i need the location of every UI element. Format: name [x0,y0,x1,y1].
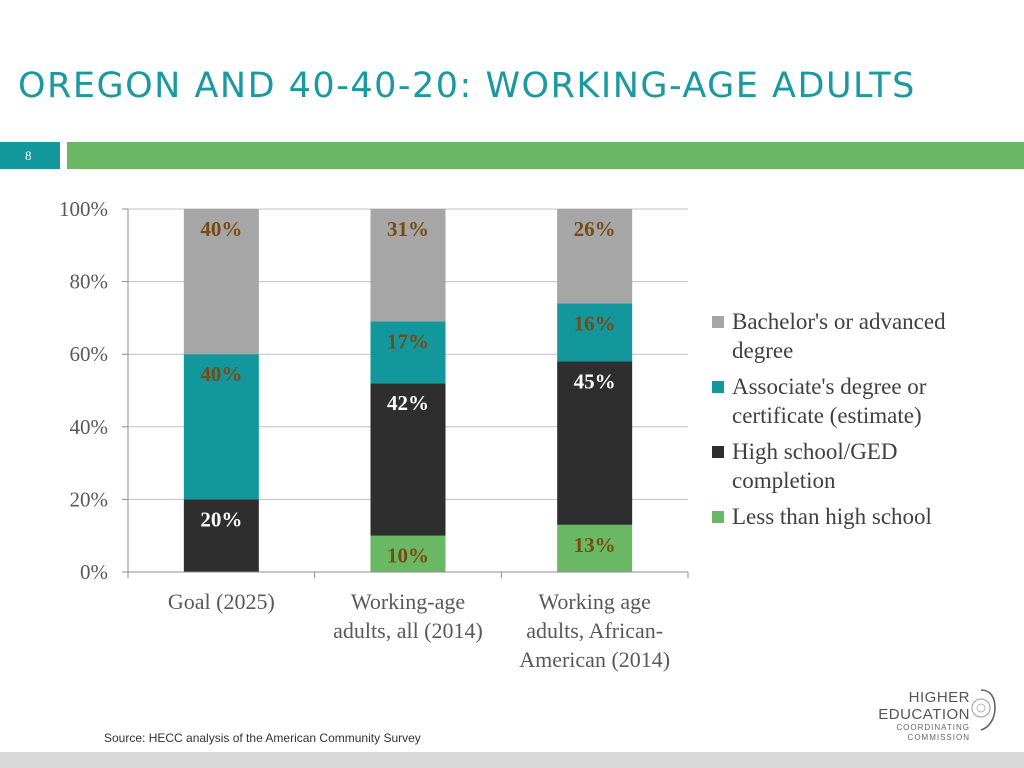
data-label: 31% [387,217,429,241]
bar-segment [557,361,633,525]
x-tick-label: adults, African- [526,618,663,643]
x-tick-label: Goal (2025) [168,589,275,614]
bar-segment [370,209,446,322]
y-tick-label: 80% [70,270,109,294]
y-tick-label: 20% [70,487,109,511]
page-number-badge: 8 [0,142,60,169]
y-tick-label: 0% [80,560,108,584]
legend-label-line: High school/GED [732,439,898,464]
legend-item: Bachelor's or advanced degree [712,307,982,365]
logo-line-commission: COMMISSION [907,733,970,742]
state-seal-icon [971,689,996,731]
y-tick-label: 100% [59,197,108,221]
logo-line-higher: HIGHER [908,689,970,706]
stacked-bar-chart: 20% 40% 40% 10% 42% 17% 31% 13% 45% 16% 26% 0% 20% 4… [59,197,689,672]
legend-item: High school/GED completion [712,437,982,495]
y-tick-label: 60% [70,342,109,366]
x-tick-label: Working-age [351,589,465,614]
legend-label: Less than high school [732,502,932,531]
legend-swatch [712,511,724,523]
chart-legend: Bachelor's or advanced degree Associate's … [712,307,982,538]
legend-label-line: Bachelor's or advanced [732,309,946,334]
bar-segment [557,303,633,362]
y-tick-label: 40% [70,415,109,439]
data-label: 10% [387,544,429,568]
bar-segment [183,499,259,572]
bar-segment [557,524,633,572]
footer-bar [0,752,1024,768]
bar-segment [370,383,446,536]
bar-segment [183,354,259,500]
data-label: 42% [387,391,429,415]
slide-title: OREGON AND 40-40-20: WORKING-AGE ADULTS [18,66,916,106]
source-note: Source: HECC analysis of the American Co… [104,731,421,745]
logo-line-coordinating: COORDINATING [896,723,970,732]
hecc-logo: HIGHER EDUCATION COORDINATING COMMISSION [878,686,1000,744]
data-label: 45% [574,369,616,393]
legend-swatch [712,381,724,393]
header-rule [67,142,1024,169]
legend-swatch [712,316,724,328]
legend-swatch [712,446,724,458]
legend-label-line: certificate (estimate) [732,403,922,428]
bar-segment [557,209,633,304]
legend-label-line: degree [732,338,794,363]
legend-item: Less than high school [712,502,982,531]
legend-label-line: Associate's degree or [732,374,927,399]
logo-line-education: EDUCATION [878,706,970,723]
x-tick-label: adults, all (2014) [333,618,483,643]
data-label: 13% [574,533,616,557]
x-tick-label: Working age [538,589,650,614]
axis-layer: 0% 20% 40% 60% 80% 100% Goal (2025) Working-age… [59,197,689,672]
legend-item: Associate's degree or certificate (estima… [712,372,982,430]
legend-label: High school/GED completion [732,437,897,495]
legend-label: Associate's degree or certificate (estima… [732,372,926,430]
legend-label: Bachelor's or advanced degree [732,307,946,365]
legend-label-line: Less than high school [732,504,932,529]
data-label: 40% [200,217,242,241]
data-labels-layer: 20% 40% 40% 10% 42% 17% 31% 13% 45% 16% 26% [200,217,615,568]
legend-label-line: completion [732,468,836,493]
data-label: 17% [387,330,429,354]
bars-layer [183,209,633,572]
bar-segment [370,535,446,572]
x-tick-label: American (2014) [519,647,670,672]
data-label: 26% [574,217,616,241]
data-label: 40% [200,362,242,386]
bar-segment [183,209,259,355]
data-label: 20% [200,507,242,531]
bar-segment [370,321,446,384]
data-label: 16% [574,311,616,335]
